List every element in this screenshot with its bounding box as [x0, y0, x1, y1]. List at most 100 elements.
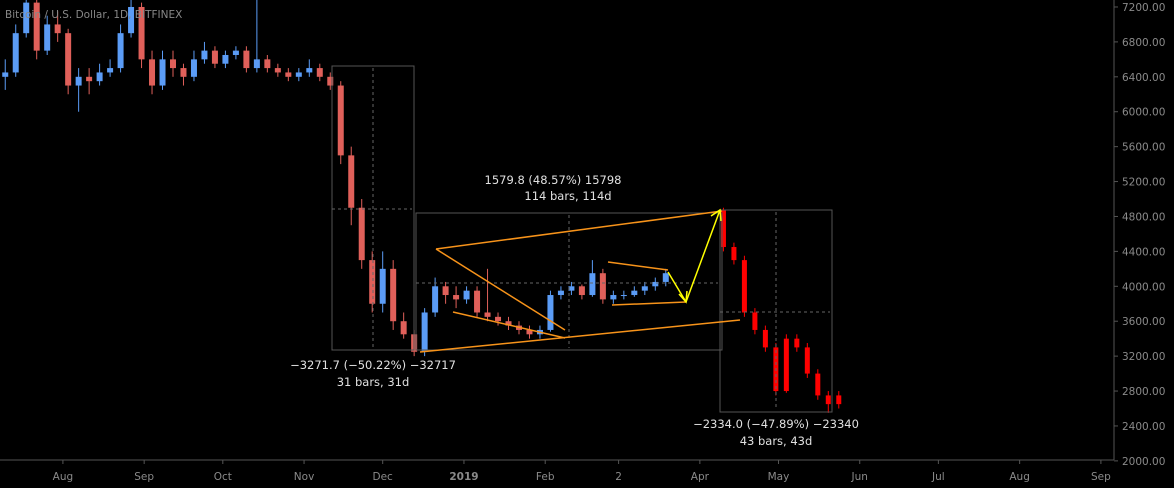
candle-body	[65, 33, 72, 86]
candle-body	[463, 290, 470, 300]
candle-body	[264, 59, 271, 69]
candle-body	[348, 155, 355, 208]
candle-body	[652, 281, 659, 287]
trend-line	[607, 261, 669, 271]
y-tick-label: 6400.00	[1122, 72, 1165, 84]
candle-body	[547, 295, 554, 330]
x-tick-label: 2019	[449, 471, 478, 483]
x-tick-label: Aug	[53, 471, 74, 483]
candle-body	[138, 6, 145, 60]
y-tick-label: 6800.00	[1122, 37, 1165, 49]
candle-body	[54, 24, 61, 34]
candle-body	[453, 295, 460, 300]
candle-body	[253, 59, 260, 69]
candle-body	[86, 76, 93, 82]
candle-body	[804, 347, 810, 374]
candle-body	[432, 286, 439, 313]
candle-body	[400, 321, 407, 335]
y-tick-label: 3200.00	[1122, 351, 1165, 363]
measure-label: 43 bars, 43d	[740, 434, 813, 448]
candle-body	[495, 316, 502, 322]
x-tick-label: Sep	[1091, 471, 1111, 483]
candle-body	[337, 85, 344, 156]
candle-body	[589, 273, 596, 296]
trend-line	[611, 301, 687, 306]
x-tick-label: Feb	[536, 471, 555, 483]
candle-body	[316, 68, 323, 77]
candle-body	[232, 50, 239, 55]
candle-body	[159, 59, 166, 86]
candle-body	[731, 247, 737, 261]
y-tick-label: 5200.00	[1122, 177, 1165, 189]
candle-body	[117, 33, 124, 69]
candle-body	[327, 76, 334, 86]
candle-body	[128, 6, 135, 34]
candle-body	[783, 338, 789, 392]
plot	[2, 0, 842, 413]
candle-body	[306, 68, 313, 73]
candle-body	[794, 338, 800, 348]
y-tick-label: 2400.00	[1122, 421, 1165, 433]
candle-body	[12, 33, 19, 73]
candle-body	[379, 268, 386, 304]
y-tick-label: 2800.00	[1122, 386, 1165, 398]
candle-body	[484, 312, 491, 317]
trend-line	[452, 311, 566, 339]
arrow	[685, 209, 721, 303]
x-tick-label: Apr	[691, 471, 710, 483]
candle-body	[96, 72, 103, 82]
candle-body	[836, 395, 842, 405]
candle-body	[75, 76, 82, 86]
candle-body	[825, 395, 831, 405]
candle-body	[526, 329, 533, 335]
candle-body	[211, 50, 218, 64]
candle-body	[578, 286, 585, 296]
axes: 2000.00 2400.00 2800.00 3200.00 3600.00 4000.…	[53, 2, 1166, 483]
measure-label: 1579.8 (48.57%) 15798	[485, 173, 622, 187]
measure-label: −3271.7 (−50.22%) −32717	[290, 358, 456, 372]
candle-body	[641, 286, 648, 291]
arrow	[667, 271, 687, 303]
y-tick-label: 5600.00	[1122, 142, 1165, 154]
x-tick-label: Sep	[134, 471, 154, 483]
candle-body	[752, 312, 758, 330]
candle-body	[620, 295, 627, 297]
candle-body	[421, 312, 428, 352]
candle-body	[720, 210, 726, 248]
candle-body	[369, 260, 376, 304]
x-tick-label: May	[768, 471, 790, 483]
y-tick-label: 4400.00	[1122, 246, 1165, 258]
y-tick-label: 4000.00	[1122, 281, 1165, 293]
candle-body	[23, 2, 30, 34]
chart-title: Bitcoin / U.S. Dollar, 1D, BITFINEX	[5, 9, 182, 21]
candle-body	[762, 329, 768, 348]
range-box	[415, 212, 723, 351]
candle-body	[662, 273, 669, 282]
x-tick-label: Oct	[214, 471, 232, 483]
trend-line	[435, 248, 566, 331]
x-tick-label: 2	[615, 471, 622, 483]
candle-body	[505, 321, 512, 326]
candle-body	[33, 2, 40, 51]
candle-body	[285, 72, 292, 77]
candle-body	[201, 50, 208, 60]
y-tick-label: 6000.00	[1122, 107, 1165, 119]
x-tick-label: Aug	[1009, 471, 1030, 483]
y-tick-label: 7200.00	[1122, 2, 1165, 14]
drawings	[331, 65, 833, 413]
candle-body	[815, 373, 821, 396]
y-tick-label: 2000.00	[1122, 456, 1165, 468]
candle-body	[599, 273, 606, 300]
candle-body	[169, 59, 176, 69]
y-tick-label: 3600.00	[1122, 316, 1165, 328]
range-box	[719, 209, 833, 413]
y-tick-label: 4800.00	[1122, 211, 1165, 223]
x-tick-label: Jun	[851, 471, 868, 483]
candle-body	[390, 268, 397, 322]
candle-body	[107, 68, 114, 73]
trend-line	[435, 210, 723, 250]
x-tick-label: Jul	[931, 471, 945, 483]
candle-body	[243, 50, 250, 69]
